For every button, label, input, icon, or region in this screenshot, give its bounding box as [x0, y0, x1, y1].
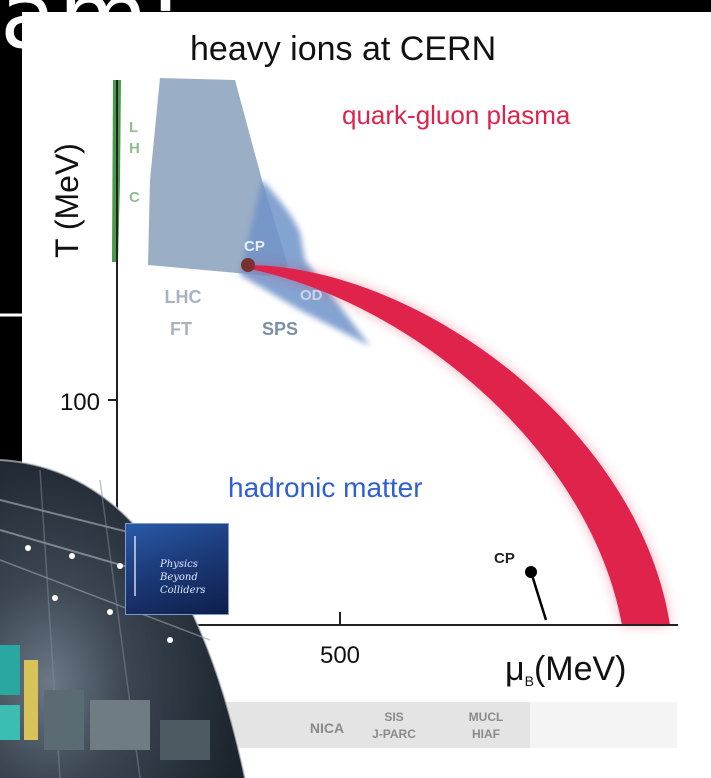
- sps-region: [240, 180, 370, 346]
- facility-mucl: MUCL: [469, 710, 504, 724]
- lhc-vertical-c: C: [129, 189, 140, 206]
- facility-jparc: J-PARC: [372, 727, 416, 741]
- x-axis-symbol-sub: B: [525, 673, 534, 689]
- cp-pointer-line: [529, 571, 548, 621]
- cp-upper-label: CP: [244, 238, 265, 255]
- sps-label: SPS: [262, 319, 298, 339]
- cp-lower-label: CP: [494, 550, 515, 567]
- figure-title: heavy ions at CERN: [190, 30, 496, 68]
- facility-hiaf: HIAF: [472, 727, 500, 741]
- lhc-ft-label-line2: FT: [170, 319, 192, 339]
- logo-line-1: Physics: [160, 559, 198, 570]
- lhc-vertical-h: H: [129, 140, 140, 157]
- x-axis-symbol: μ: [505, 650, 525, 688]
- logo-line-2: Beyond: [160, 572, 198, 583]
- logo-text: Physics Beyond Colliders: [160, 558, 224, 597]
- x-axis-label: μB(MeV): [505, 650, 627, 689]
- facility-sis: SIS: [384, 710, 403, 724]
- logo-graphic: [134, 536, 196, 596]
- critical-point-upper: [241, 258, 255, 272]
- physics-beyond-colliders-logo: Physics Beyond Colliders: [125, 523, 229, 615]
- facility-nica: NICA: [310, 720, 344, 736]
- x-axis-unit: (MeV): [534, 650, 627, 688]
- lhc-vertical-l: L: [129, 119, 138, 136]
- lhc-ft-label-line1: LHC: [165, 287, 202, 307]
- qgp-label: quark-gluon plasma: [342, 100, 571, 130]
- y-tick-label: 100: [60, 389, 100, 416]
- x-tick-label: 500: [320, 642, 360, 669]
- qgp-band: [245, 265, 670, 625]
- od-label: OD: [300, 287, 323, 304]
- y-axis-label: T (MeV): [49, 143, 85, 258]
- facilities-bar-empty: [530, 702, 677, 748]
- logo-line-3: Colliders: [160, 585, 206, 596]
- critical-point-lower: [525, 566, 537, 578]
- hadronic-matter-label: hadronic matter: [228, 472, 423, 503]
